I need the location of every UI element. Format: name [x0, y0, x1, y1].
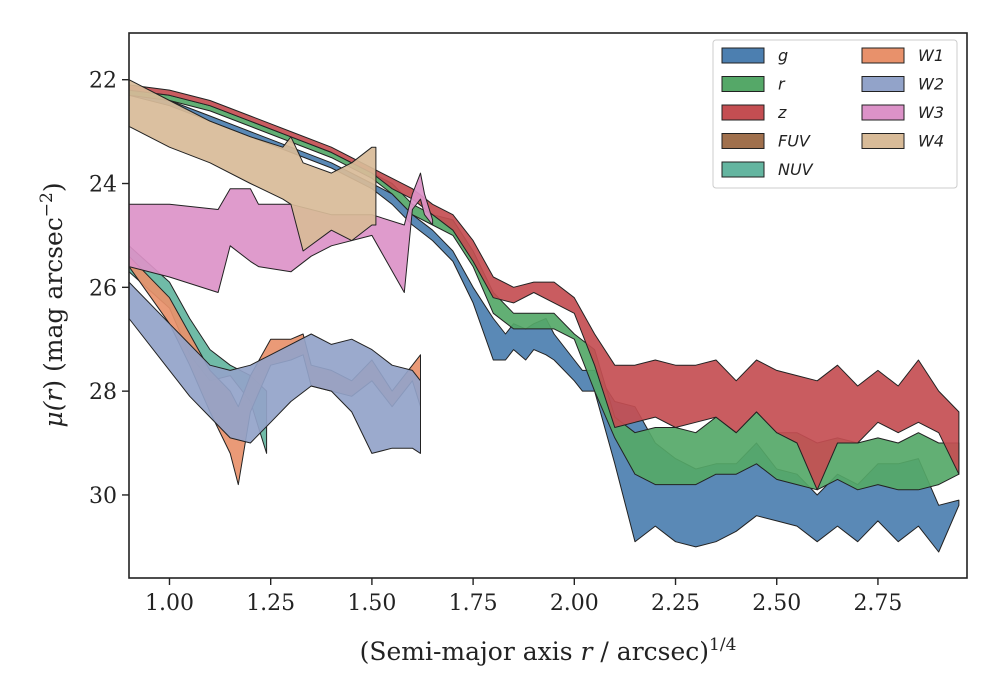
y-tick-label: 26 — [89, 276, 117, 301]
legend-swatch-w4 — [861, 133, 905, 149]
legend-label-w3: W3 — [918, 103, 944, 122]
legend-label-z: z — [777, 103, 787, 122]
legend-label-w2: W2 — [918, 75, 944, 94]
legend-swatch-r — [721, 76, 765, 92]
x-tick-label: 1.75 — [449, 591, 498, 616]
legend-label-fuv: FUV — [778, 132, 811, 151]
legend-swatch-fuv — [721, 133, 765, 149]
legend-label-w4: W4 — [918, 132, 944, 151]
x-tick-label: 2.25 — [651, 591, 700, 616]
legend-label-r: r — [778, 75, 786, 94]
legend-swatch-z — [721, 104, 765, 121]
x-tick-label: 2.75 — [853, 591, 902, 616]
band-w2 — [128, 281, 421, 454]
band-z — [128, 84, 960, 491]
x-tick-label: 2.50 — [752, 591, 801, 616]
x-axis: 1.00 1.25 1.50 1.75 2.00 2.25 2.50 2.75 — [145, 578, 902, 616]
x-tick-label: 2.00 — [550, 591, 599, 616]
plot-frame — [128, 32, 968, 579]
y-axis: 22 24 26 28 30 — [89, 69, 129, 509]
y-tick-label: 30 — [89, 484, 117, 509]
y-tick-label: 24 — [89, 173, 117, 198]
legend-swatch-w3 — [861, 104, 905, 121]
x-tick-label: 1.25 — [246, 591, 295, 616]
band-w3 — [128, 172, 434, 293]
legend-swatch-w2 — [861, 76, 905, 92]
legend-swatch-w1 — [861, 47, 905, 64]
y-tick-label: 22 — [89, 69, 117, 94]
legend-label-w1: W1 — [918, 46, 944, 65]
legend-label-nuv: NUV — [778, 160, 814, 179]
series-bands — [128, 79, 960, 553]
legend: grz FUV NUV W1 W2 W3 W4 — [712, 39, 958, 189]
x-tick-label: 1.00 — [145, 591, 194, 616]
x-tick-label: 1.50 — [347, 591, 396, 616]
x-axis-label: (Semi-major axis r / arcsec)1/4 — [360, 635, 737, 666]
band-w4 — [128, 79, 377, 252]
legend-label-g: g — [778, 46, 788, 65]
y-tick-label: 28 — [89, 380, 117, 405]
y-axis-label: μ(r) (mag arcsec−2) — [37, 182, 68, 427]
legend-swatch-nuv — [721, 161, 765, 178]
legend-swatch-g — [721, 47, 765, 64]
